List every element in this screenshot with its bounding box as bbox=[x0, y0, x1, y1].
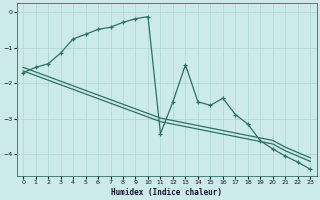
X-axis label: Humidex (Indice chaleur): Humidex (Indice chaleur) bbox=[111, 188, 222, 197]
